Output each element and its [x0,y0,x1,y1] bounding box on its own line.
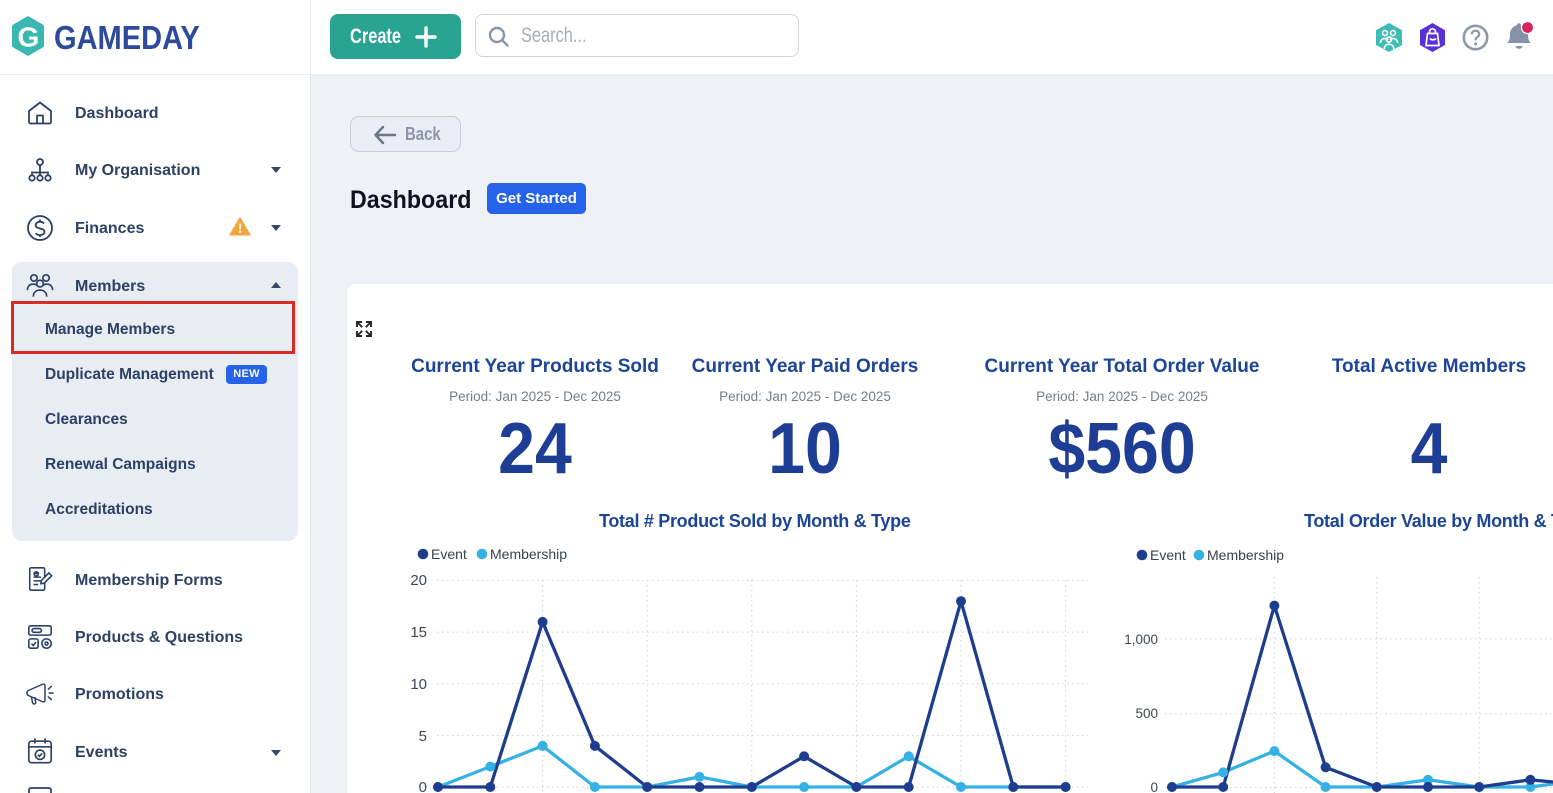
svg-text:0: 0 [419,779,427,793]
svg-text:Event: Event [431,546,467,562]
svg-text:Membership: Membership [490,546,567,562]
svg-text:20: 20 [410,572,427,589]
svg-text:G: G [18,22,40,53]
svg-text:5: 5 [419,728,427,745]
svg-text:Event: Event [1150,547,1186,563]
svg-text:0: 0 [1150,780,1158,793]
svg-text:10: 10 [410,676,427,693]
svg-text:500: 500 [1135,706,1158,721]
svg-text:Membership: Membership [1207,547,1284,563]
svg-text:1,000: 1,000 [1124,632,1158,647]
svg-text:15: 15 [410,624,427,641]
